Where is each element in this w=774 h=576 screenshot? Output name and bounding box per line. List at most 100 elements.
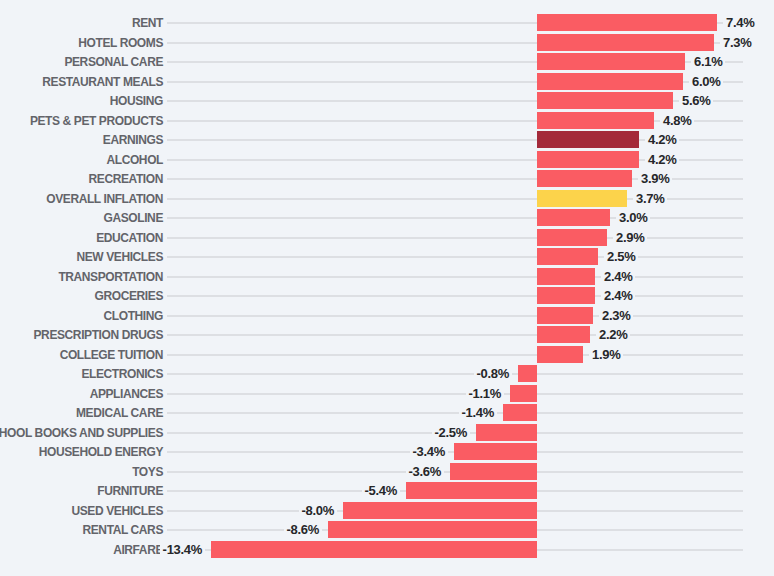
category-label: RECREATION	[89, 171, 163, 187]
chart-row: RENTAL CARS -8.6%	[0, 520, 774, 540]
category-label: APPLIANCES	[90, 386, 163, 402]
chart-row: PETS & PET PRODUCTS 4.8%	[0, 111, 774, 131]
bar-new-vehicles	[537, 248, 598, 265]
bar-college-tuition	[537, 346, 583, 363]
bar-personal-care	[537, 53, 685, 70]
value-label: -3.4%	[410, 444, 448, 460]
chart-row: HOUSING5.6%	[0, 91, 774, 111]
bar-alcohol	[537, 151, 639, 168]
chart-row: TOYS -3.6%	[0, 462, 774, 482]
chart-row: PRESCRIPTION DRUGS 2.2%	[0, 325, 774, 345]
category-label: RESTAURANT MEALS	[42, 74, 163, 90]
value-label: 2.3%	[599, 308, 633, 324]
value-label: -8.6%	[284, 522, 322, 538]
bar-housing	[537, 92, 673, 109]
category-label: OVERALL INFLATION	[46, 191, 163, 207]
bar-rent	[537, 14, 717, 31]
value-label: 2.4%	[601, 288, 635, 304]
inflation-bar-chart: RENT 7.4% HOTEL ROOMS7.3%PERSONAL CARE6.1%…	[0, 0, 774, 576]
row-gridline	[167, 412, 743, 414]
chart-row: EARNINGS4.2%	[0, 130, 774, 150]
category-label: MEDICAL CARE	[76, 405, 163, 421]
value-label: -2.5%	[432, 425, 470, 441]
category-label: PERSONAL CARE	[64, 54, 163, 70]
chart-row: CLOTHING 2.3%	[0, 306, 774, 326]
row-gridline	[167, 373, 743, 375]
bar-airfare	[211, 541, 537, 558]
value-label: -1.1%	[466, 386, 504, 402]
bar-appliances	[510, 385, 537, 402]
category-label: COLLEGE TUITION	[60, 347, 163, 363]
value-label: 7.4%	[723, 15, 757, 31]
value-label: 3.9%	[638, 171, 672, 187]
bar-pets-pet-products	[537, 112, 654, 129]
category-label: CLOTHING	[104, 308, 163, 324]
row-gridline	[167, 315, 743, 317]
row-gridline	[167, 334, 743, 336]
chart-row: USED VEHICLES -8.0%	[0, 501, 774, 521]
row-gridline	[167, 276, 743, 278]
value-label: 3.0%	[616, 210, 650, 226]
value-label: 4.8%	[660, 113, 694, 129]
value-label: -5.4%	[362, 483, 400, 499]
bar-prescription-drugs	[537, 326, 590, 343]
chart-row: TRANSPORTATION 2.4%	[0, 267, 774, 287]
row-gridline	[167, 256, 743, 258]
chart-row: AIRFARE-13.4%	[0, 540, 774, 560]
category-label: NEW VEHICLES	[76, 249, 163, 265]
value-label: -8.0%	[299, 503, 337, 519]
category-label: GROCERIES	[95, 288, 163, 304]
row-gridline	[167, 237, 743, 239]
category-label: GASOLINE	[104, 210, 163, 226]
value-label: 4.2%	[645, 152, 679, 168]
value-label: -13.4%	[160, 542, 205, 558]
bar-groceries	[537, 287, 595, 304]
category-label: PRESCRIPTION DRUGS	[34, 327, 163, 343]
category-label: RENT	[132, 15, 163, 31]
value-label: -0.8%	[474, 366, 512, 382]
chart-row: FURNITURE -5.4%	[0, 481, 774, 501]
category-label: RENTAL CARS	[83, 522, 164, 538]
category-label: EDUCATION	[96, 230, 163, 246]
bar-restaurant-meals	[537, 73, 683, 90]
category-label: AIRFARE	[113, 542, 163, 558]
chart-row: MEDICAL CARE-1.4%	[0, 403, 774, 423]
bar-furniture	[406, 482, 537, 499]
chart-row: PERSONAL CARE6.1%	[0, 52, 774, 72]
value-label: 2.2%	[596, 327, 630, 343]
bar-medical-care	[503, 404, 537, 421]
bar-recreation	[537, 170, 632, 187]
bar-earnings	[537, 131, 639, 148]
bar-transportation	[537, 268, 595, 285]
chart-row: HOTEL ROOMS7.3%	[0, 33, 774, 53]
category-label: PETS & PET PRODUCTS	[30, 113, 163, 129]
chart-row: GROCERIES 2.4%	[0, 286, 774, 306]
bar-toys	[450, 463, 537, 480]
value-label: -3.6%	[406, 464, 444, 480]
value-label: 3.7%	[633, 191, 667, 207]
category-label: TOYS	[132, 464, 163, 480]
row-gridline	[167, 217, 743, 219]
value-label: 2.4%	[601, 269, 635, 285]
bar-rental-cars	[328, 521, 537, 538]
category-label: USED VEHICLES	[72, 503, 164, 519]
chart-row: OVERALL INFLATION 3.7%	[0, 189, 774, 209]
bar-school-books-and-supplies	[476, 424, 537, 441]
category-label: ELECTRONICS	[81, 366, 163, 382]
chart-row: ALCOHOL4.2%	[0, 150, 774, 170]
row-gridline	[167, 354, 743, 356]
value-label: 7.3%	[720, 35, 754, 51]
bar-used-vehicles	[343, 502, 537, 519]
value-label: 1.9%	[589, 347, 623, 363]
bar-gasoline	[537, 209, 610, 226]
bar-clothing	[537, 307, 593, 324]
value-label: 2.5%	[604, 249, 638, 265]
value-label: 6.0%	[689, 74, 723, 90]
category-label: FURNITURE	[97, 483, 163, 499]
category-label: HOUSEHOLD ENERGY	[39, 444, 163, 460]
chart-row: RESTAURANT MEALS 6.0%	[0, 72, 774, 92]
category-label: TRANSPORTATION	[58, 269, 163, 285]
chart-row: APPLIANCES -1.1%	[0, 384, 774, 404]
row-gridline	[167, 393, 743, 395]
chart-row: RENT 7.4%	[0, 13, 774, 33]
